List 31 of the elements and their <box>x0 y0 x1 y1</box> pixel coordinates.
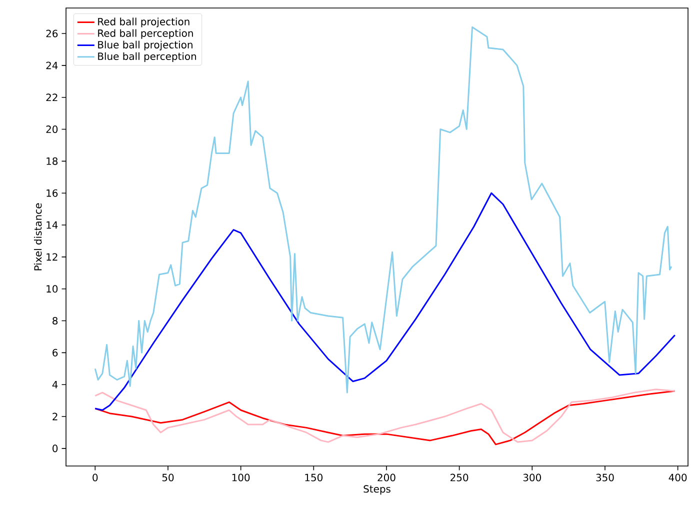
y-tick-label: 12 <box>46 253 58 261</box>
y-tick-label: 16 <box>46 189 58 197</box>
y-tick-label: 10 <box>46 285 58 293</box>
line-series <box>94 26 672 394</box>
y-tick-label: 2 <box>52 412 58 420</box>
legend-label: Blue ball projection <box>98 40 192 50</box>
y-tick-label: 14 <box>46 221 58 229</box>
legend-label: Red ball projection <box>98 18 190 28</box>
x-tick-label: 350 <box>596 474 614 482</box>
legend-label: Red ball perception <box>98 29 193 39</box>
y-tick-label: 8 <box>52 316 58 325</box>
x-tick-label: 50 <box>162 474 174 482</box>
x-tick-label: 300 <box>523 474 541 482</box>
x-tick-label: 400 <box>668 474 687 482</box>
line-series <box>94 192 676 411</box>
y-tick-label: 26 <box>46 30 58 38</box>
y-tick-label: 6 <box>52 348 58 356</box>
x-tick-label: 200 <box>378 474 396 482</box>
y-tick-label: 4 <box>52 380 58 388</box>
x-tick-label: 150 <box>305 474 322 482</box>
y-tick-label: 20 <box>46 125 58 134</box>
x-tick-label: 250 <box>450 474 468 482</box>
y-tick-label: 24 <box>46 62 58 70</box>
y-tick-label: 22 <box>46 94 58 102</box>
x-axis-title: Steps <box>364 485 390 495</box>
x-tick-label: 0 <box>92 474 98 482</box>
x-tick-label: 100 <box>232 474 250 482</box>
y-tick-label: 18 <box>46 157 58 165</box>
y-axis-title: Pixel distance <box>34 203 42 270</box>
legend-label: Blue ball perception <box>98 52 196 62</box>
y-tick-label: 0 <box>52 444 58 452</box>
